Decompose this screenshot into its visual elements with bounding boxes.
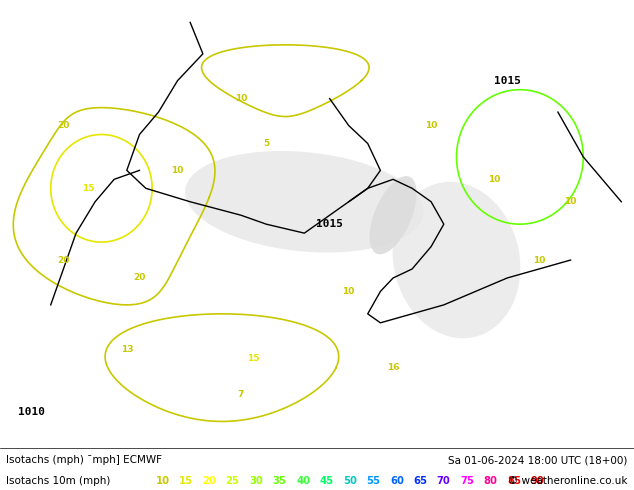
Text: 40: 40	[296, 476, 310, 486]
Text: 7: 7	[238, 390, 244, 399]
Ellipse shape	[392, 182, 521, 338]
Text: 90: 90	[531, 476, 545, 486]
Text: 1010: 1010	[18, 408, 45, 417]
Text: 30: 30	[249, 476, 263, 486]
Text: © weatheronline.co.uk: © weatheronline.co.uk	[508, 476, 628, 486]
Text: 10: 10	[342, 287, 355, 296]
Text: Isotachs (mph) ¯mph] ECMWF: Isotachs (mph) ¯mph] ECMWF	[6, 455, 162, 465]
Text: 80: 80	[484, 476, 498, 486]
Ellipse shape	[370, 176, 417, 254]
Text: 65: 65	[413, 476, 427, 486]
Text: 5: 5	[263, 139, 269, 148]
Text: Sa 01-06-2024 18:00 UTC (18+00): Sa 01-06-2024 18:00 UTC (18+00)	[448, 455, 628, 465]
Text: 25: 25	[226, 476, 240, 486]
Text: 1015: 1015	[316, 219, 343, 229]
Text: 60: 60	[390, 476, 404, 486]
Text: 20: 20	[57, 256, 70, 265]
Text: 1015: 1015	[494, 75, 521, 86]
Text: 20: 20	[133, 273, 146, 282]
Text: 15: 15	[247, 354, 260, 363]
Ellipse shape	[185, 151, 424, 252]
Text: 10: 10	[155, 476, 169, 486]
Text: 10: 10	[425, 121, 437, 130]
Text: 50: 50	[343, 476, 357, 486]
Text: 70: 70	[437, 476, 451, 486]
Text: 10: 10	[235, 94, 247, 103]
Text: 75: 75	[460, 476, 474, 486]
Text: 16: 16	[387, 363, 399, 372]
Text: 15: 15	[179, 476, 193, 486]
Text: Isotachs 10m (mph): Isotachs 10m (mph)	[6, 476, 111, 486]
Text: 20: 20	[57, 121, 70, 130]
Text: 15: 15	[82, 184, 95, 193]
Text: 10: 10	[533, 256, 545, 265]
Text: 10: 10	[564, 197, 577, 206]
Text: 10: 10	[171, 166, 184, 175]
Text: 10: 10	[488, 175, 501, 184]
Text: 35: 35	[273, 476, 287, 486]
Text: 20: 20	[202, 476, 216, 486]
Text: 85: 85	[507, 476, 521, 486]
Text: 55: 55	[366, 476, 380, 486]
Text: 13: 13	[120, 345, 133, 354]
Text: 45: 45	[320, 476, 333, 486]
